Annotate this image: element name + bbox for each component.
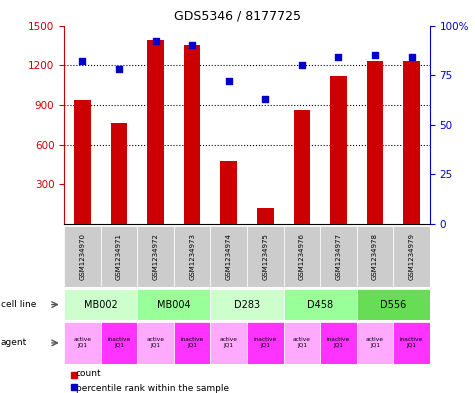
Bar — [330, 76, 347, 224]
Point — [115, 66, 123, 72]
Bar — [247, 226, 284, 287]
Bar — [357, 226, 393, 287]
Bar — [64, 226, 101, 287]
Text: D556: D556 — [380, 299, 407, 310]
Point — [261, 96, 269, 102]
Text: GDS5346 / 8177725: GDS5346 / 8177725 — [174, 10, 301, 23]
Text: inactive
JQ1: inactive JQ1 — [327, 338, 350, 348]
Point — [225, 78, 233, 84]
Bar — [210, 226, 247, 287]
Bar — [320, 322, 357, 364]
Bar — [101, 322, 137, 364]
Text: GSM1234975: GSM1234975 — [262, 233, 268, 280]
Bar — [184, 45, 200, 224]
Bar — [147, 40, 164, 224]
Bar — [210, 322, 247, 364]
Bar — [393, 322, 430, 364]
Text: inactive
JQ1: inactive JQ1 — [180, 338, 204, 348]
Text: active
JQ1: active JQ1 — [147, 338, 164, 348]
Text: inactive
JQ1: inactive JQ1 — [107, 338, 131, 348]
Bar — [64, 322, 101, 364]
Text: cell line: cell line — [1, 300, 36, 309]
Text: MB002: MB002 — [84, 299, 118, 310]
Bar — [247, 322, 284, 364]
Text: active
JQ1: active JQ1 — [293, 338, 311, 348]
Text: active
JQ1: active JQ1 — [74, 338, 91, 348]
Point — [371, 52, 379, 59]
Point — [78, 58, 86, 64]
Bar — [403, 61, 420, 224]
Text: MB004: MB004 — [157, 299, 190, 310]
Point — [334, 54, 342, 61]
Text: agent: agent — [1, 338, 27, 347]
Text: GSM1234978: GSM1234978 — [372, 233, 378, 280]
Text: GSM1234972: GSM1234972 — [152, 233, 159, 280]
Bar — [320, 226, 357, 287]
Point — [408, 54, 415, 61]
Bar — [137, 322, 174, 364]
Text: inactive
JQ1: inactive JQ1 — [254, 338, 277, 348]
Bar — [367, 61, 383, 224]
Bar — [294, 110, 310, 224]
Bar — [357, 322, 393, 364]
Bar — [74, 100, 91, 224]
Text: count: count — [76, 369, 102, 378]
Text: GSM1234977: GSM1234977 — [335, 233, 342, 280]
Text: GSM1234974: GSM1234974 — [226, 233, 232, 280]
Text: inactive
JQ1: inactive JQ1 — [400, 338, 423, 348]
Bar — [284, 289, 357, 320]
Bar — [257, 208, 274, 224]
Point — [298, 62, 306, 68]
Text: GSM1234970: GSM1234970 — [79, 233, 86, 280]
Text: percentile rank within the sample: percentile rank within the sample — [76, 384, 229, 393]
Text: D283: D283 — [234, 299, 260, 310]
Bar — [393, 226, 430, 287]
Bar — [174, 322, 210, 364]
Text: GSM1234976: GSM1234976 — [299, 233, 305, 280]
Bar — [111, 123, 127, 224]
Point — [188, 42, 196, 48]
Bar — [137, 289, 210, 320]
Text: GSM1234971: GSM1234971 — [116, 233, 122, 280]
Bar — [137, 226, 174, 287]
Bar — [64, 289, 137, 320]
Bar — [220, 160, 237, 224]
Bar — [284, 226, 320, 287]
Bar — [357, 289, 430, 320]
Text: active
JQ1: active JQ1 — [220, 338, 238, 348]
Text: GSM1234973: GSM1234973 — [189, 233, 195, 280]
Bar — [210, 289, 284, 320]
Text: active
JQ1: active JQ1 — [366, 338, 384, 348]
Bar — [174, 226, 210, 287]
Point — [152, 38, 160, 44]
Text: GSM1234979: GSM1234979 — [408, 233, 415, 280]
Bar — [101, 226, 137, 287]
Bar — [284, 322, 320, 364]
Text: D458: D458 — [307, 299, 333, 310]
